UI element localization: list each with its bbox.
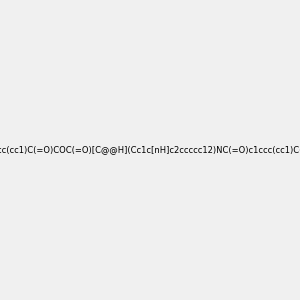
Text: COc1ccc(cc1)C(=O)COC(=O)[C@@H](Cc1c[nH]c2ccccc12)NC(=O)c1ccc(cc1)C(C)(C)C: COc1ccc(cc1)C(=O)COC(=O)[C@@H](Cc1c[nH]c… — [0, 146, 300, 154]
